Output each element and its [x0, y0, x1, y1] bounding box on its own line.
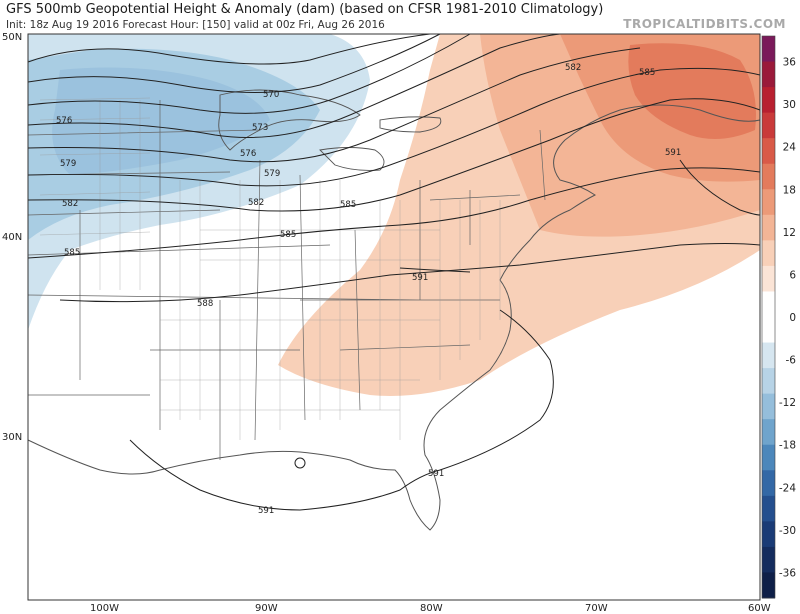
- coastline: [27, 104, 761, 531]
- colorbar-tick-label: 24: [783, 142, 797, 154]
- contour-labels: 570 573 576 576 579 579 582 582 585 585 …: [56, 63, 681, 516]
- colorbar-tick-label: -18: [779, 440, 796, 452]
- gulf-contour: [294, 457, 306, 469]
- lon-label-90w: 90W: [255, 603, 278, 614]
- colorbar-tick-label: 6: [789, 269, 796, 281]
- colorbar-swatch: [762, 61, 775, 88]
- colorbar-swatch: [762, 138, 775, 165]
- colorbar-swatch: [762, 444, 775, 471]
- colorbar-tick-label: -6: [786, 355, 797, 367]
- height-contours: [27, 33, 761, 511]
- map-frame: [27, 33, 761, 601]
- contour-label: 591: [428, 469, 444, 479]
- colorbar-swatch: [762, 189, 775, 216]
- contour-label: 591: [665, 148, 681, 158]
- colorbar-tick-label: -12: [779, 397, 796, 409]
- colorbar-tick-label: 30: [783, 99, 796, 111]
- contour-label: 582: [62, 199, 78, 209]
- contour-label: 585: [639, 68, 655, 78]
- colorbar-tick-label: -30: [779, 525, 796, 537]
- colorbar-swatch: [762, 112, 775, 139]
- colorbar-frame: [761, 35, 776, 599]
- colorbar-tick-label: -24: [779, 482, 796, 494]
- contour-label: 591: [258, 506, 274, 516]
- colorbar-swatch: [762, 291, 775, 318]
- colorbar-swatch: [762, 546, 775, 573]
- brand-watermark: TROPICALTIDBITS.COM: [623, 17, 786, 31]
- contour-label: 585: [340, 200, 356, 210]
- colorbar-swatch: [762, 419, 775, 446]
- contour-label: 585: [280, 230, 296, 240]
- warm-anomaly-core: [628, 43, 756, 139]
- anomaly-colorbar: [761, 35, 776, 599]
- contour-label: 573: [252, 123, 268, 133]
- lat-label-50n: 50N: [2, 32, 22, 43]
- colorbar-swatch: [762, 214, 775, 241]
- colorbar-swatch: [762, 521, 775, 548]
- contour-label: 582: [248, 198, 264, 208]
- colorbar-tick-label: 18: [783, 184, 796, 196]
- colorbar-tick-label: -36: [779, 567, 796, 579]
- colorbar-swatch: [762, 317, 775, 344]
- contour-label: 576: [56, 116, 72, 126]
- lat-label-40n: 40N: [2, 232, 22, 243]
- colorbar-tick-label: 36: [783, 57, 797, 69]
- contour-label: 576: [240, 149, 256, 159]
- colorbar-swatch: [762, 36, 775, 63]
- colorbar-swatch: [762, 470, 775, 497]
- colorbar-labels: 36 30 24 18 12 6 0 -6 -12 -18 -24 -30 -36: [779, 57, 796, 580]
- colorbar-swatch: [762, 265, 775, 292]
- colorbar-tick-label: 0: [789, 312, 796, 324]
- colorbar-swatch: [762, 87, 775, 114]
- colorbar-swatch: [762, 163, 775, 190]
- lon-label-80w: 80W: [420, 603, 443, 614]
- lon-label-70w: 70W: [585, 603, 608, 614]
- contour-label: 579: [264, 169, 280, 179]
- contour-label: 591: [412, 273, 428, 283]
- lat-label-30n: 30N: [2, 432, 22, 443]
- lon-label-100w: 100W: [90, 603, 119, 614]
- map-title: GFS 500mb Geopotential Height & Anomaly …: [6, 2, 604, 17]
- colorbar-swatch: [762, 240, 775, 267]
- contour-label: 582: [565, 63, 581, 73]
- contour-label: 588: [197, 299, 213, 309]
- lon-label-60w: 60W: [748, 603, 771, 614]
- colorbar-swatch: [762, 495, 775, 522]
- colorbar-swatch: [762, 572, 775, 599]
- colorbar-swatch: [762, 342, 775, 369]
- colorbar-tick-label: 12: [783, 227, 796, 239]
- colorbar-swatch: [762, 368, 775, 395]
- colorbar-swatch: [762, 393, 775, 420]
- contour-label: 585: [64, 248, 80, 258]
- contour-label: 570: [263, 90, 279, 100]
- contour-label: 579: [60, 159, 76, 169]
- map-subtitle: Init: 18z Aug 19 2016 Forecast Hour: [15…: [6, 19, 385, 31]
